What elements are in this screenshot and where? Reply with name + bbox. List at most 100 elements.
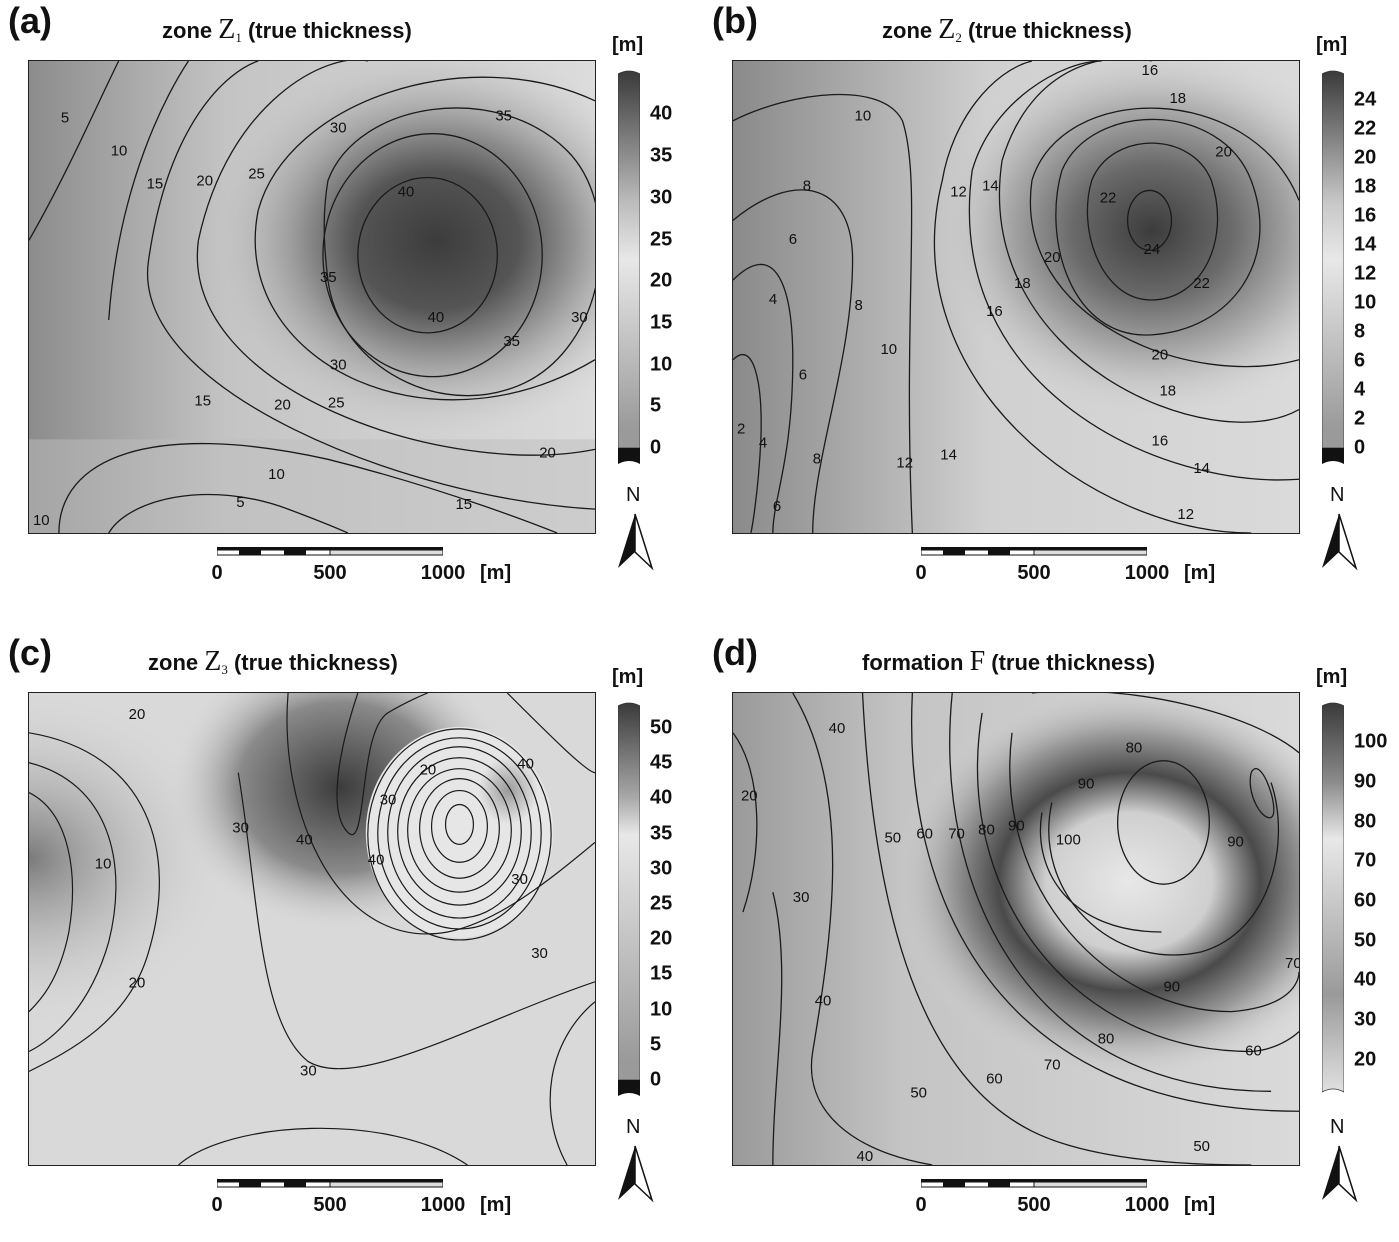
contour-label: 40 (517, 756, 534, 773)
contour-label: 40 (296, 831, 313, 848)
contour-label: 18 (1169, 90, 1186, 107)
scale-tick: 0 (211, 562, 223, 584)
contour-label: 2 (737, 420, 745, 437)
scale-tick: 1000 (420, 1194, 466, 1216)
title-prefix: zone (162, 18, 219, 43)
contour-label: 5 (61, 110, 69, 127)
contour-label: 25 (248, 166, 265, 183)
contour-label: 10 (111, 143, 128, 160)
contour-label: 40 (815, 993, 832, 1010)
north-label: N (626, 1116, 641, 1138)
scale-bar (217, 547, 443, 556)
colorbar-tick: 5 (650, 1033, 662, 1056)
colorbar-tick: 5 (650, 394, 662, 417)
title-symbol: Z (204, 646, 222, 677)
contour-label: 80 (1098, 1031, 1115, 1048)
title-prefix: zone (882, 18, 939, 43)
contour-label: 14 (982, 177, 999, 194)
contour-label: 20 (539, 444, 556, 461)
contour-label: 50 (1193, 1138, 1210, 1155)
scale-tick: 500 (313, 562, 347, 584)
contour-label: 12 (950, 183, 967, 200)
scale-unit: [m] (1184, 1194, 1216, 1216)
colorbar-unit: [m] (612, 34, 644, 56)
colorbar (618, 68, 640, 466)
thickness-map: 10 16 18 20 22 24 22 20 18 16 14 12 8 6 … (732, 60, 1300, 534)
scale-bar (921, 547, 1147, 556)
contour-label: 10 (33, 512, 50, 529)
colorbar-tick: 30 (1354, 1008, 1377, 1031)
contour-label: 6 (799, 367, 807, 384)
colorbar-tick: 0 (1354, 436, 1366, 459)
scale-tick: 500 (1017, 562, 1051, 584)
panel-a: (a) zone Z1 (true thickness) (0, 0, 690, 610)
title-symbol: Z (938, 14, 956, 45)
colorbar-tick: 20 (1354, 146, 1377, 169)
panel-c: (c) zone Z3 (true thickness) (0, 632, 690, 1242)
contour-label: 50 (910, 1084, 927, 1101)
colorbar (1322, 700, 1344, 1098)
contour-label: 4 (769, 291, 777, 308)
title-suffix: (true thickness) (227, 650, 398, 675)
colorbar-tick: 8 (1354, 320, 1366, 343)
contour-label: 24 (1144, 241, 1161, 258)
thickness-map: 20 10 20 30 40 30 20 40 40 30 30 30 (28, 692, 596, 1166)
colorbar-tick: 10 (1354, 291, 1377, 314)
colorbar-tick: 25 (650, 228, 673, 251)
contour-label: 35 (503, 333, 520, 350)
scale-tick: 1000 (1124, 1194, 1170, 1216)
scale-unit: [m] (480, 562, 512, 584)
scale-tick: 0 (915, 562, 927, 584)
contour-label: 20 (1215, 144, 1232, 161)
colorbar-tick: 0 (650, 436, 662, 459)
contour-label: 20 (1152, 347, 1169, 364)
title-subscript: 2 (955, 30, 962, 45)
scale-tick: 500 (313, 1194, 347, 1216)
contour-label: 22 (1100, 189, 1117, 206)
contour-label: 40 (368, 851, 385, 868)
contour-label: 12 (1177, 506, 1194, 523)
contour-label: 40 (428, 309, 445, 326)
contour-label: 15 (455, 496, 472, 513)
colorbar-tick: 22 (1354, 117, 1377, 140)
colorbar-ticks: 40 35 30 25 20 15 10 5 0 (650, 68, 690, 466)
colorbar-tick: 60 (1354, 889, 1377, 912)
colorbar-tick: 18 (1354, 175, 1377, 198)
colorbar-tick: 0 (650, 1068, 662, 1091)
colorbar (618, 700, 640, 1098)
north-arrow: N (614, 484, 654, 574)
contour-label: 15 (147, 175, 164, 192)
thickness-map: 5 10 15 20 25 30 35 40 40 35 35 30 30 25… (28, 60, 596, 534)
colorbar-tick: 35 (650, 822, 673, 845)
north-arrow-icon (1322, 1145, 1358, 1203)
contour-label: 10 (268, 466, 285, 483)
contour-label: 16 (1152, 432, 1169, 449)
colorbar-ticks: 50 45 40 35 30 25 20 15 10 5 0 (650, 700, 690, 1098)
panel-d: (d) formation F (true thickness) (704, 632, 1394, 1242)
scale-tick: 0 (211, 1194, 223, 1216)
contour-label: 35 (320, 269, 337, 286)
colorbar-tick: 20 (650, 927, 673, 950)
contour-label: 20 (196, 172, 213, 189)
panel-b: (b) zone Z2 (true thickness) (704, 0, 1394, 610)
colorbar-tick: 35 (650, 144, 673, 167)
contour-label: 60 (986, 1070, 1003, 1087)
colorbar-tick: 10 (650, 353, 673, 376)
contour-label: 8 (813, 450, 821, 467)
panel-letter: (a) (8, 0, 52, 41)
contour-label: 30 (793, 889, 810, 906)
contour-label: 20 (129, 975, 146, 992)
contour-label: 8 (803, 177, 811, 194)
scale-tick: 0 (915, 1194, 927, 1216)
colorbar-unit: [m] (1316, 666, 1348, 688)
contour-label: 40 (398, 183, 415, 200)
scale-unit: [m] (1184, 562, 1216, 584)
contour-label: 12 (896, 454, 913, 471)
contour-label: 10 (855, 108, 872, 125)
contour-label: 40 (857, 1148, 874, 1165)
contour-label: 60 (1245, 1042, 1262, 1059)
contour-label: 18 (1014, 275, 1031, 292)
north-label: N (1330, 1116, 1345, 1138)
scale-unit: [m] (480, 1194, 512, 1216)
north-arrow-icon (618, 513, 654, 571)
